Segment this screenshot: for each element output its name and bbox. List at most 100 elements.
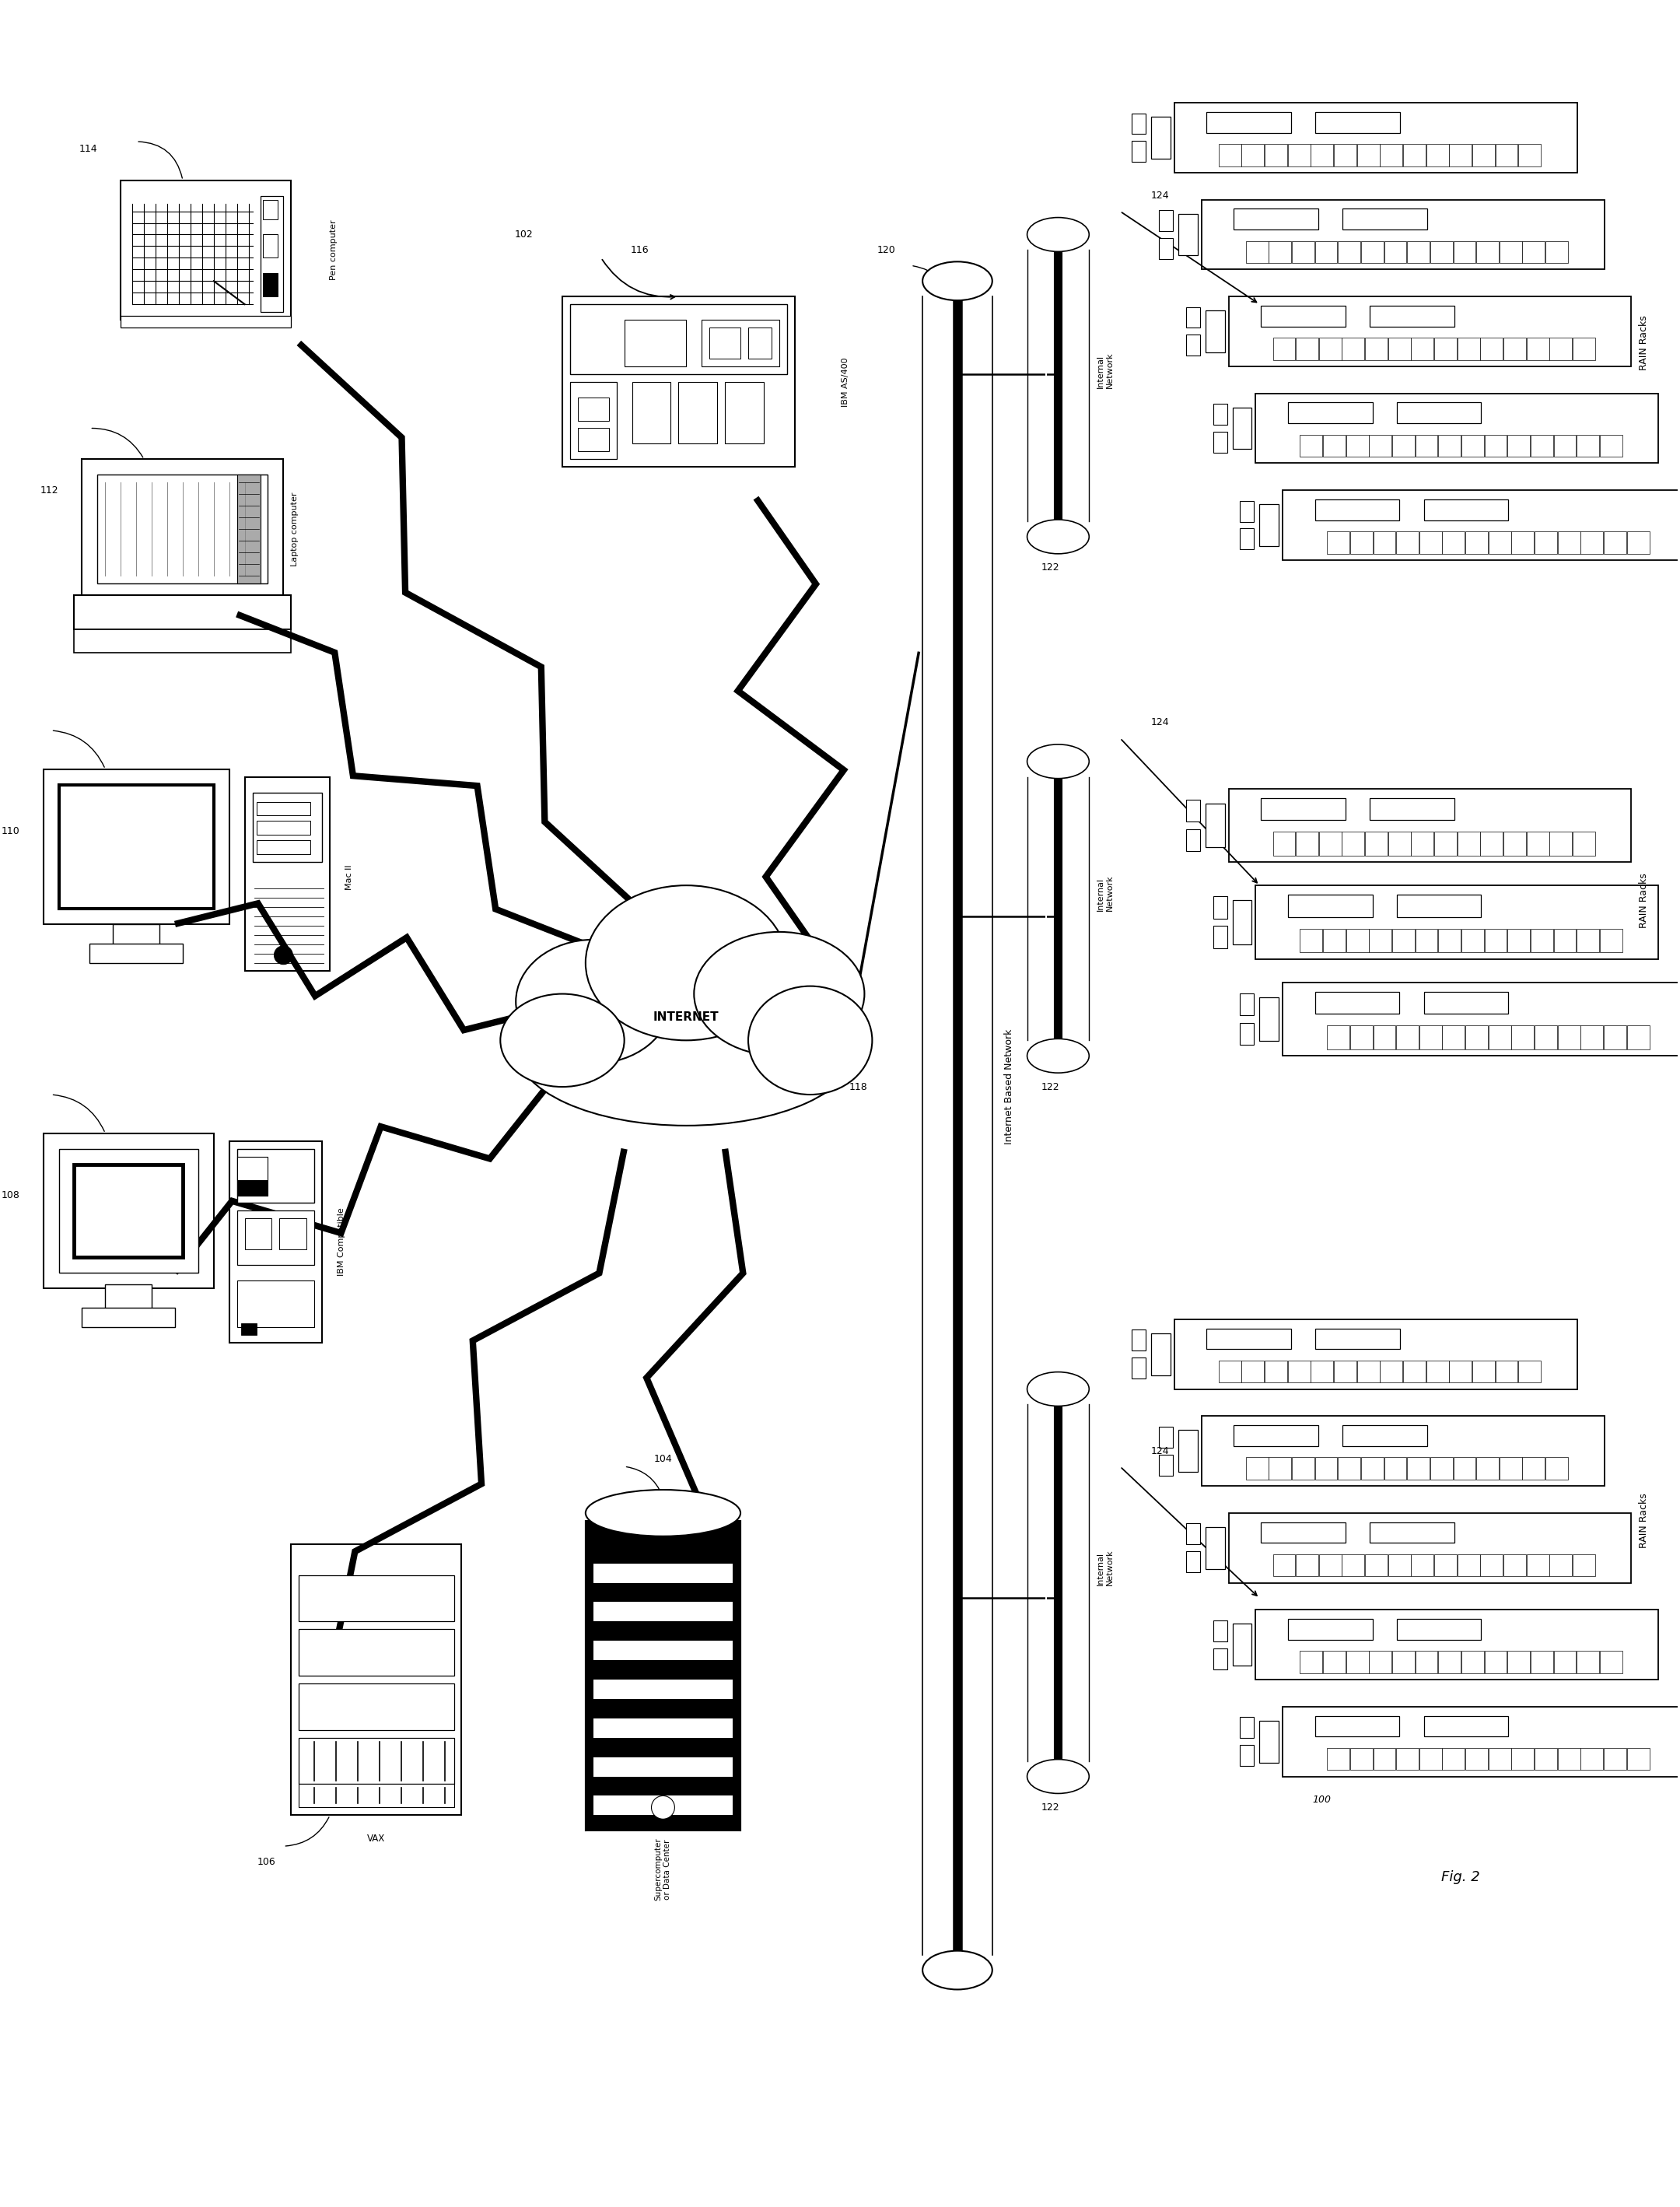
Bar <box>1453 1457 1475 1479</box>
Bar <box>121 181 291 320</box>
Bar <box>1300 435 1322 457</box>
Bar <box>1527 1554 1549 1576</box>
Bar <box>1289 143 1310 166</box>
Bar <box>1240 993 1253 1015</box>
Bar <box>1604 1026 1626 1048</box>
Bar <box>262 234 277 258</box>
Bar <box>1450 143 1472 166</box>
Bar <box>1218 143 1242 166</box>
Bar <box>1626 1748 1650 1770</box>
Bar <box>1546 1457 1567 1479</box>
Bar <box>1500 1457 1522 1479</box>
Bar <box>1310 1360 1334 1384</box>
Bar <box>237 475 260 583</box>
Bar <box>1462 929 1483 953</box>
Bar <box>1334 143 1356 166</box>
Bar <box>1472 143 1495 166</box>
Bar <box>1549 338 1572 360</box>
Bar <box>1534 1026 1557 1048</box>
Bar <box>1373 1748 1396 1770</box>
Bar <box>1527 338 1549 360</box>
Bar <box>262 199 277 218</box>
Bar <box>1485 435 1507 457</box>
Bar <box>1324 1651 1346 1673</box>
Bar <box>1346 435 1369 457</box>
Text: RAIN Racks: RAIN Racks <box>1640 874 1650 929</box>
Bar <box>1319 1554 1341 1576</box>
Bar <box>1403 1360 1426 1384</box>
Text: 124: 124 <box>1151 1446 1169 1457</box>
Ellipse shape <box>586 1490 741 1536</box>
Ellipse shape <box>516 971 857 1126</box>
Bar <box>1504 1554 1525 1576</box>
Text: Pen computer: Pen computer <box>329 221 338 280</box>
Bar <box>1260 998 1278 1042</box>
Bar <box>1284 1706 1680 1777</box>
Ellipse shape <box>1026 1759 1089 1794</box>
Bar <box>1357 1360 1379 1384</box>
Bar <box>709 327 741 358</box>
Bar <box>563 296 795 468</box>
Bar <box>1530 435 1552 457</box>
Bar <box>1507 435 1530 457</box>
Text: 118: 118 <box>848 1081 867 1092</box>
Bar <box>1599 929 1623 953</box>
Text: Mac II: Mac II <box>346 865 353 889</box>
Bar <box>593 1796 732 1814</box>
Bar <box>1310 143 1334 166</box>
Bar <box>593 1602 732 1622</box>
Bar <box>1396 1620 1482 1640</box>
Bar <box>1247 241 1268 263</box>
Bar <box>113 925 160 947</box>
Bar <box>237 1280 314 1326</box>
Bar <box>1438 435 1462 457</box>
Bar <box>1273 1554 1295 1576</box>
Bar <box>1159 1426 1173 1448</box>
Bar <box>1554 435 1576 457</box>
Bar <box>299 1684 454 1730</box>
Bar <box>1351 1748 1373 1770</box>
Bar <box>702 320 780 366</box>
Bar <box>1546 241 1567 263</box>
Bar <box>1530 929 1552 953</box>
Bar <box>252 792 323 863</box>
Bar <box>1255 1609 1658 1680</box>
Bar <box>1396 532 1418 554</box>
Bar <box>260 196 284 311</box>
Ellipse shape <box>1026 519 1089 554</box>
Bar <box>1240 1717 1253 1739</box>
Bar <box>1512 532 1534 554</box>
Bar <box>1443 1026 1465 1048</box>
Bar <box>1423 1715 1509 1737</box>
Bar <box>1393 1651 1415 1673</box>
Bar <box>1159 1454 1173 1476</box>
Bar <box>1240 501 1253 521</box>
Bar <box>1174 1320 1578 1388</box>
Bar <box>1604 1748 1626 1770</box>
Bar <box>1507 1651 1530 1673</box>
Bar <box>1477 241 1499 263</box>
Bar <box>1411 832 1433 856</box>
Bar <box>1342 1426 1426 1446</box>
Bar <box>1315 1715 1399 1737</box>
Bar <box>593 1719 732 1737</box>
Bar <box>59 786 213 909</box>
Bar <box>1186 1523 1200 1545</box>
Bar <box>1477 1457 1499 1479</box>
Bar <box>1549 1554 1572 1576</box>
Bar <box>632 382 670 444</box>
Bar <box>1201 1417 1604 1485</box>
Ellipse shape <box>1026 218 1089 252</box>
Bar <box>625 320 685 366</box>
Bar <box>1327 1748 1349 1770</box>
Bar <box>1228 1514 1631 1582</box>
Bar <box>1289 1360 1310 1384</box>
Bar <box>1255 393 1658 463</box>
Bar <box>1369 435 1391 457</box>
Bar <box>1337 1457 1361 1479</box>
Bar <box>1292 241 1314 263</box>
Bar <box>1384 1457 1406 1479</box>
Bar <box>1242 143 1263 166</box>
Text: 124: 124 <box>1151 717 1169 728</box>
Bar <box>299 1576 454 1622</box>
